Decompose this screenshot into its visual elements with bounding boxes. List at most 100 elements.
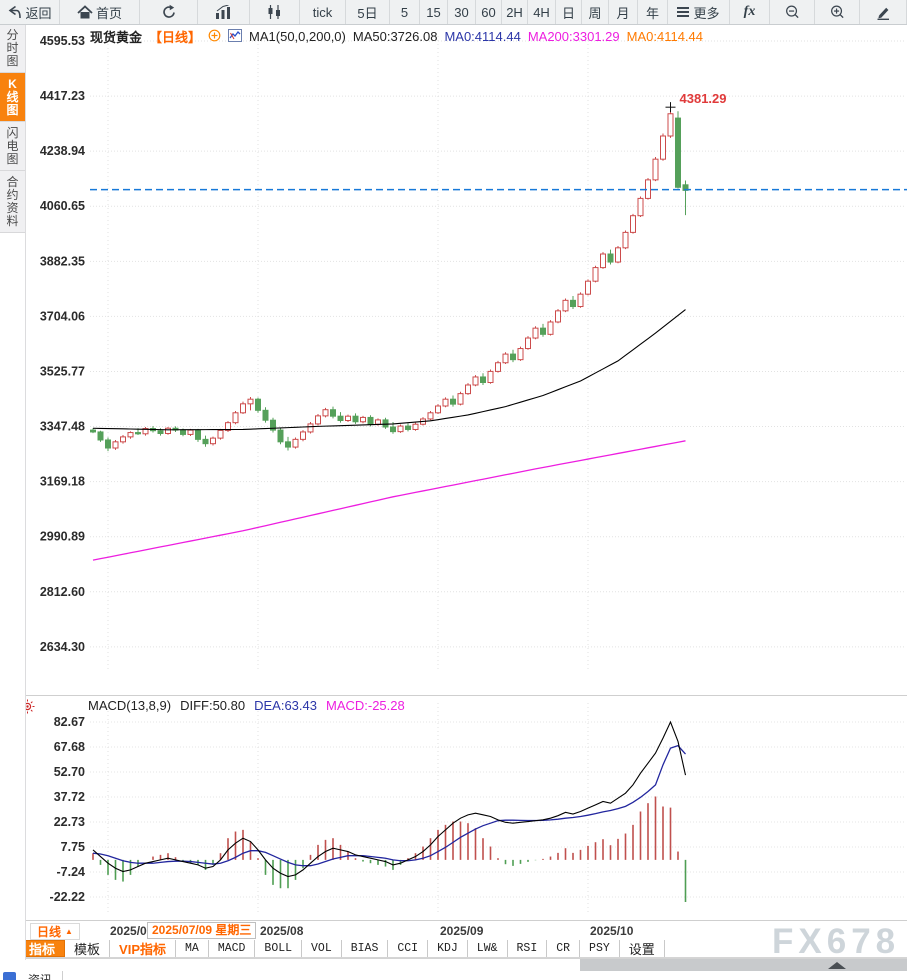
- tab-boll[interactable]: BOLL: [255, 940, 303, 957]
- sidebar-item-char: 图: [6, 152, 19, 166]
- date-tick-label: 2025/10: [590, 924, 634, 938]
- ma200-value: MA200:3301.29: [527, 29, 620, 44]
- top-toolbar: 返回 首页 tick 5日 5 15 30 60 2H 4H 日周月年 更多 fx: [0, 0, 907, 25]
- topbar-m15-button[interactable]: 15: [420, 0, 448, 24]
- topbar-tick-button[interactable]: tick: [300, 0, 346, 24]
- topbar-more-button[interactable]: 更多: [668, 0, 730, 24]
- topbar-d5-label: 5日: [357, 5, 378, 21]
- ma0-orange-value: MA0:4114.44: [626, 29, 703, 44]
- symbol-name: 现货黄金: [90, 30, 143, 45]
- sidebar-item-3[interactable]: 闪电图: [0, 122, 25, 171]
- sidebar-item-4[interactable]: 合约资料: [0, 171, 25, 233]
- topbar-trend-button[interactable]: [198, 0, 250, 24]
- topbar-d5-button[interactable]: 5日: [346, 0, 390, 24]
- diff-value: DIFF:50.80: [180, 698, 246, 713]
- tab-ma[interactable]: MA: [176, 940, 209, 957]
- triangle-up-icon: [828, 962, 846, 969]
- tab-lw&[interactable]: LW&: [468, 940, 508, 957]
- svg-text:52.70: 52.70: [54, 765, 85, 779]
- sidebar-item-char: K: [8, 77, 17, 91]
- svg-text:37.72: 37.72: [54, 790, 85, 804]
- tab-指标[interactable]: 指标: [19, 940, 66, 957]
- news-row: 资讯: [0, 971, 907, 980]
- topbar-year-label: 年: [645, 5, 659, 21]
- svg-text:3347.48: 3347.48: [40, 420, 85, 434]
- topbar-zoomin-button[interactable]: [815, 0, 860, 24]
- date-tooltip: 2025/07/09 星期三: [147, 922, 257, 939]
- tab-bias[interactable]: BIAS: [342, 940, 389, 957]
- svg-text:3169.18: 3169.18: [40, 475, 85, 489]
- topbar-candle-button[interactable]: [250, 0, 300, 24]
- topbar-h4-label: 4H: [533, 4, 550, 20]
- macd-canvas[interactable]: 82.67 67.68 52.70 37.72 22.73 7.75 -7.24 -22.22: [25, 695, 907, 920]
- topbar-day-button[interactable]: 日: [556, 0, 582, 24]
- panel-expand-handle[interactable]: [580, 959, 907, 972]
- macd-params: MACD(13,8,9): [88, 698, 172, 713]
- topbar-day-label: 日: [561, 5, 575, 21]
- macd-value: MACD:-25.28: [325, 698, 405, 713]
- sidebar-item-char: 料: [6, 214, 19, 228]
- zoomout-icon: [784, 4, 801, 20]
- tab-模板[interactable]: 模板: [65, 940, 111, 957]
- sidebar-item-1[interactable]: 分时图: [0, 24, 25, 73]
- pen-icon: [875, 5, 891, 20]
- sidebar-item-char: 分: [6, 28, 19, 42]
- tab-rsi[interactable]: RSI: [508, 940, 548, 957]
- topbar-m30-label: 30: [454, 4, 469, 20]
- period-selector-button[interactable]: 日线 ▲: [30, 923, 80, 940]
- sidebar-item-char: 资: [6, 201, 19, 215]
- ma-mini-chart-icon: [228, 28, 243, 45]
- svg-text:2990.89: 2990.89: [40, 530, 85, 544]
- chart-header: 现货黄金 【日线】 MA1(50,0,200,0) MA50:3726.08 M…: [90, 27, 703, 46]
- svg-text:4595.53: 4595.53: [40, 34, 85, 48]
- tab-psy[interactable]: PSY: [580, 940, 620, 957]
- svg-text:4238.94: 4238.94: [40, 144, 85, 158]
- news-tab[interactable]: 资讯: [28, 973, 53, 980]
- tab-设置[interactable]: 设置: [620, 940, 665, 957]
- topbar-month-button[interactable]: 月: [609, 0, 638, 24]
- topbar-m5-label: 5: [400, 4, 409, 20]
- topbar-m60-button[interactable]: 60: [476, 0, 502, 24]
- topbar-year-button[interactable]: 年: [638, 0, 668, 24]
- high-price-annotation: 4381.29: [680, 91, 727, 106]
- topbar-h2-button[interactable]: 2H: [502, 0, 528, 24]
- news-icon: [3, 972, 16, 980]
- tab-kdj[interactable]: KDJ: [428, 940, 468, 957]
- topbar-zoomout-button[interactable]: [770, 0, 815, 24]
- svg-text:2812.60: 2812.60: [40, 585, 85, 599]
- topbar-pen-button[interactable]: [860, 0, 907, 24]
- svg-text:3525.77: 3525.77: [40, 364, 85, 378]
- topbar-home-button[interactable]: 首页: [60, 0, 140, 24]
- ma50-value: MA50:3726.08: [352, 29, 438, 44]
- sidebar-item-char: 合: [6, 175, 19, 189]
- topbar-refresh-button[interactable]: [140, 0, 198, 24]
- indicator-tabs-row: 指标 模板 VIP指标 MA MACD BOLL VOL BIAS CCI KDJ LW& RSI CR…: [0, 940, 907, 958]
- main-chart-canvas[interactable]: 4595.53 4417.23 4238.94 4060.65 3882.35 3704.…: [25, 24, 907, 695]
- circle-plus-icon[interactable]: [208, 29, 221, 45]
- refresh-icon: [161, 4, 177, 20]
- tab-cr[interactable]: CR: [547, 940, 581, 957]
- topbar-back-label: 返回: [25, 5, 52, 21]
- divider: [62, 971, 63, 980]
- tab-vol[interactable]: VOL: [302, 940, 342, 957]
- topbar-back-button[interactable]: 返回: [0, 0, 60, 24]
- topbar-week-button[interactable]: 周: [582, 0, 609, 24]
- tab-vip指标[interactable]: VIP指标: [110, 940, 176, 957]
- sidebar-item-char: 时: [6, 41, 19, 55]
- dea-value: DEA:63.43: [254, 698, 317, 713]
- topbar-h4-button[interactable]: 4H: [528, 0, 556, 24]
- topbar-m60-label: 60: [481, 4, 496, 20]
- svg-text:-22.22: -22.22: [50, 890, 85, 904]
- topbar-m30-button[interactable]: 30: [448, 0, 476, 24]
- tab-cci[interactable]: CCI: [388, 940, 429, 957]
- topbar-m5-button[interactable]: 5: [390, 0, 420, 24]
- tab-macd[interactable]: MACD: [209, 940, 256, 957]
- topbar-fx-button[interactable]: fx: [730, 0, 770, 24]
- svg-text:4060.65: 4060.65: [40, 199, 85, 213]
- candle-icon: [266, 5, 283, 19]
- ma0-blue-value: MA0:4114.44: [444, 29, 521, 44]
- sidebar-item-char: 闪: [6, 126, 19, 140]
